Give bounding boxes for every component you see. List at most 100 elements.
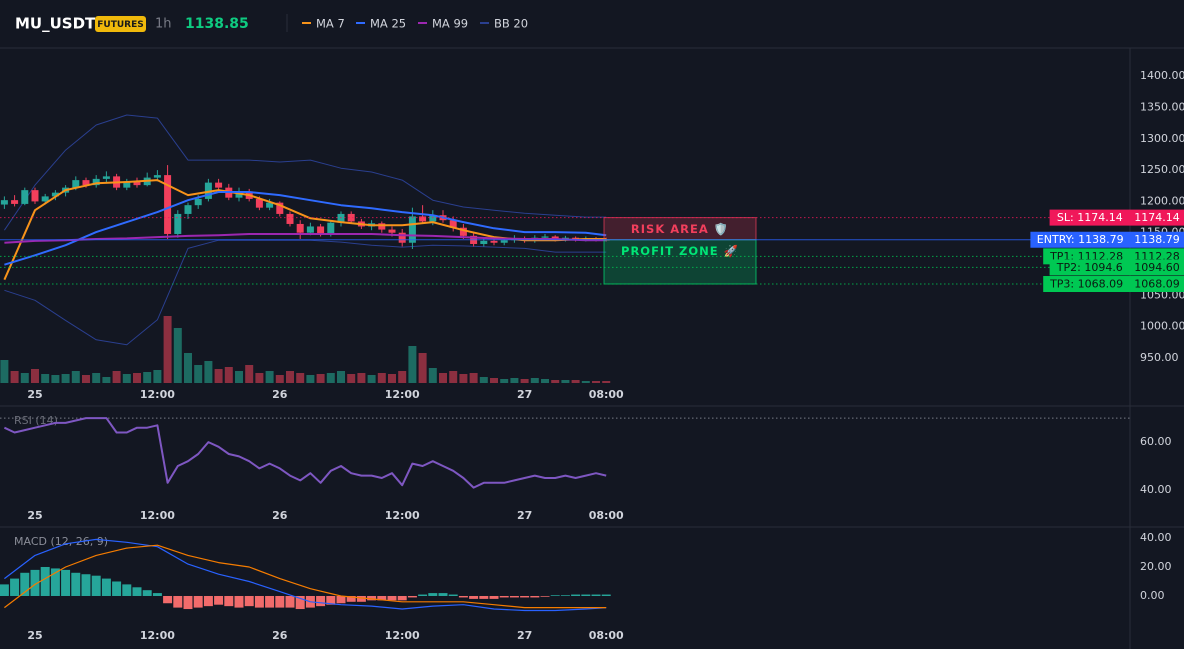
macd-histogram-bar — [81, 574, 91, 596]
volume-bar — [408, 346, 417, 383]
macd-histogram-bar — [479, 595, 489, 599]
volume-bar — [71, 371, 80, 383]
macd-histogram-bar — [489, 595, 499, 599]
candle-body — [11, 200, 19, 204]
candle-body — [429, 215, 437, 222]
macd-histogram-bar — [142, 590, 152, 596]
y-tick-label: 1400.00 — [1140, 69, 1184, 82]
y-tick-label: 60.00 — [1140, 435, 1172, 448]
macd-histogram-bar — [591, 594, 601, 596]
volume-bar — [500, 379, 509, 383]
candle-body — [480, 240, 488, 244]
candle-body — [500, 240, 508, 243]
candle-body — [82, 180, 90, 186]
axis-label-bg — [1130, 231, 1184, 248]
candle-body — [327, 222, 335, 234]
rsi-title: RSI (14) — [14, 414, 58, 427]
macd-histogram-bar — [10, 578, 20, 596]
volume-bar — [581, 381, 590, 383]
volume-bar — [367, 375, 376, 383]
level-label-bg — [1043, 276, 1130, 293]
volume-bar — [602, 381, 611, 383]
candle-body — [317, 226, 325, 234]
x-tick-label: 25 — [27, 629, 42, 642]
y-tick-label: 1200.00 — [1140, 194, 1184, 207]
volume-bar — [439, 373, 448, 383]
volume-bar — [265, 371, 274, 383]
macd-histogram-bar — [91, 575, 101, 596]
candle-body — [296, 223, 304, 233]
axis-label: 1138.79 — [1134, 233, 1180, 246]
axis-label: 1068.09 — [1134, 278, 1180, 291]
volume-bar — [224, 367, 233, 383]
volume-bar — [561, 380, 570, 383]
moving-average — [4, 233, 607, 244]
macd-histogram-bar — [438, 593, 448, 596]
macd-histogram-bar — [214, 595, 224, 605]
level-label-bg — [1030, 231, 1130, 248]
candle-body — [235, 191, 243, 198]
macd-histogram-bar — [50, 568, 60, 596]
last-price: 1138.85 — [185, 16, 249, 32]
volume-bar — [92, 373, 101, 383]
level-label-bg — [1049, 209, 1130, 226]
legend-label: BB 20 — [494, 17, 528, 31]
macd-histogram-bar — [224, 595, 234, 607]
volume-bar — [51, 375, 60, 383]
macd-histogram-bar — [356, 595, 366, 602]
volume-bar — [449, 371, 458, 383]
x-tick-label: 26 — [272, 388, 288, 401]
moving-average — [4, 191, 607, 266]
badge-bg — [95, 16, 146, 32]
volume-bar — [490, 378, 499, 383]
x-tick-label: 26 — [272, 629, 288, 642]
macd-histogram-bar — [377, 595, 387, 601]
legend-label: MA 25 — [370, 17, 406, 31]
main-pane — [0, 114, 611, 383]
volume-bar — [122, 374, 131, 383]
volume-bar — [418, 353, 427, 383]
macd-histogram-bar — [275, 595, 285, 608]
macd-histogram-bar — [499, 595, 509, 598]
x-tick-label: 27 — [517, 509, 532, 522]
volume-bar — [143, 372, 152, 383]
candle-body — [459, 227, 467, 236]
volume-bar — [20, 373, 29, 383]
macd-histogram-bar — [183, 595, 193, 610]
axis-label-bg — [1130, 209, 1184, 226]
x-tick-label: 25 — [27, 388, 42, 401]
y-tick-label: 950.00 — [1140, 351, 1179, 364]
macd-histogram-bar — [112, 581, 122, 596]
rsi-pane — [0, 417, 1130, 489]
macd-histogram-bar — [61, 569, 71, 596]
x-tick-label: 12:00 — [385, 629, 420, 642]
x-tick-label: 12:00 — [385, 509, 420, 522]
macd-histogram-bar — [530, 595, 540, 598]
volume-bar — [10, 371, 19, 383]
candle-body — [255, 198, 263, 208]
macd-histogram-bar — [428, 593, 438, 596]
macd-histogram-bar — [152, 593, 162, 596]
volume-bar — [357, 373, 366, 383]
y-tick-label: 1350.00 — [1140, 100, 1184, 113]
volume-bar — [296, 373, 305, 383]
macd-histogram-bar — [448, 594, 458, 596]
volume-bar — [285, 371, 294, 383]
y-tick-label: 40.00 — [1140, 531, 1172, 544]
axis-label-bg — [1130, 276, 1184, 293]
candle-body — [72, 180, 80, 188]
macd-histogram-bar — [203, 595, 213, 607]
volume-bar — [173, 328, 182, 383]
volume-bar — [204, 361, 213, 383]
volume-bar — [306, 375, 315, 383]
macd-histogram-bar — [407, 595, 417, 598]
x-tick-label: 08:00 — [589, 629, 624, 642]
axis-label-bg — [1130, 259, 1184, 276]
volume-bar — [153, 370, 162, 383]
volume-bar — [336, 371, 345, 383]
candle-body — [337, 213, 345, 223]
candle-body — [215, 182, 223, 188]
macd-histogram-bar — [550, 595, 560, 596]
